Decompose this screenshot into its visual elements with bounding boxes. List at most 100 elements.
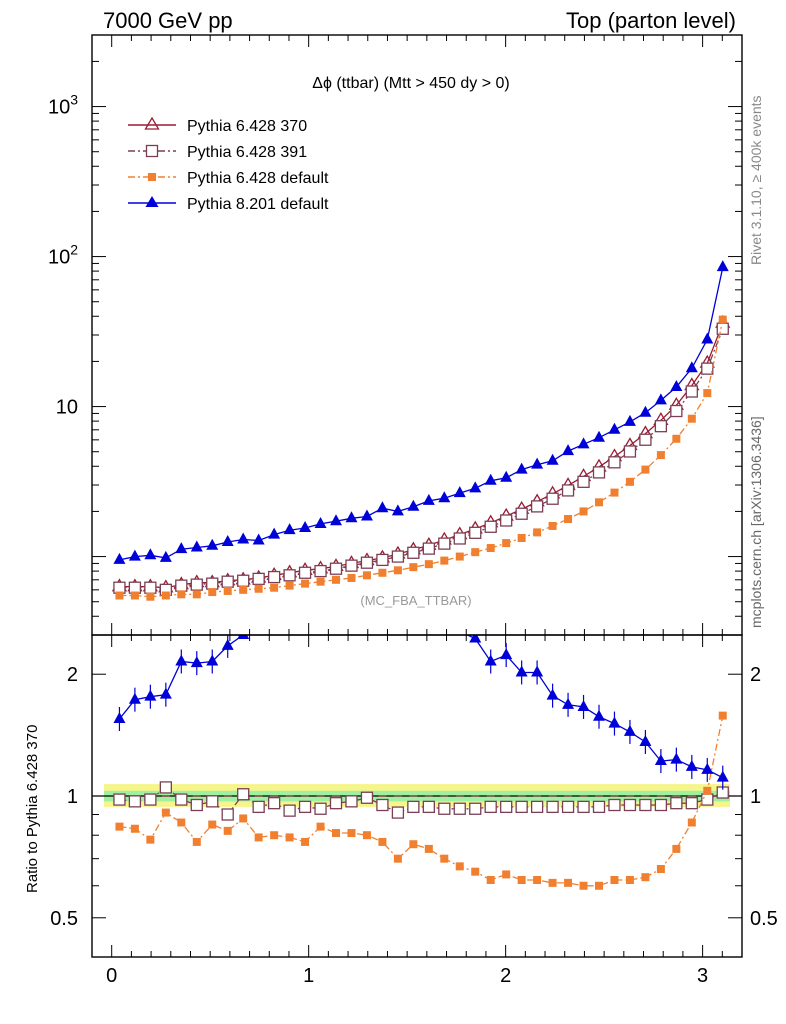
ratio-data-point [190,656,203,668]
ratio-data-point [716,770,729,782]
ratio-data-point [639,798,652,812]
main-data-point [685,361,698,373]
main-data-point [175,542,188,554]
ratio-data-point [159,781,172,794]
ratio-data-point [531,665,544,677]
ratio-data-point [424,844,433,853]
main-data-point [407,546,420,559]
main-data-point [409,563,418,572]
ratio-series [113,635,729,890]
ratio-data-point [670,797,683,810]
ratio-data-point [329,797,343,810]
ratio-data-point [595,881,603,890]
main-data-point [577,475,590,488]
ratio-plot-frame [91,634,743,958]
ratio-data-point [561,800,575,814]
main-data-point [360,509,373,521]
main-data-point [345,559,358,572]
ratio-data-point [144,689,157,701]
ratio-data-point [283,804,296,817]
main-data-point [252,572,265,586]
ratio-series-0 [113,781,729,821]
ratio-data-point [672,844,681,853]
main-data-point [701,332,714,344]
ratio-data-point [362,831,371,840]
main-series-line [119,322,724,589]
main-data-point [530,500,544,513]
ratio-data-point [718,711,727,720]
ratio-data-point [515,665,528,677]
main-data-point [237,532,250,544]
ratio-data-point [237,635,250,639]
ratio-data-point [285,833,294,842]
main-data-point [500,470,513,482]
main-data-point [332,575,341,584]
ratio-data-point [347,829,356,838]
ratio-data-point [409,840,418,849]
main-data-point [654,420,668,433]
ratio-data-point [206,654,219,666]
ratio-data-point [146,835,155,844]
rivet-version-label: Rivet 3.1.10, ≥ 400k events [748,95,764,265]
main-data-point [192,590,201,599]
main-data-point [639,433,652,446]
ratio-data-point [685,759,698,771]
plot-title: Δϕ (ttbar) (Mtt > 450 dy > 0) [312,75,510,92]
ratio-y-tick-label: 1 [67,786,78,808]
ratio-data-point [391,806,405,819]
main-data-point [223,586,232,595]
main-data-point [595,498,603,507]
main-data-point [329,562,343,575]
ratio-data-point [515,800,528,814]
ratio-data-point [301,837,310,846]
ratio-data-point [221,638,234,650]
ratio-data-point [128,692,141,704]
ratio-data-point [564,878,573,887]
main-data-point [718,315,727,324]
ratio-data-point [177,818,186,827]
main-data-point [656,451,665,460]
ratio-data-point [175,654,188,666]
ratio-data-point [378,837,387,846]
main-series-line [119,267,724,561]
main-data-point [208,588,217,597]
ratio-data-point [517,875,526,884]
main-data-point [546,453,559,465]
main-data-point [422,493,435,505]
header-right: Top (parton level) [566,8,736,33]
main-data-point [625,477,634,486]
ratio-data-point [608,798,621,812]
main-data-point [113,552,126,564]
ratio-data-point [113,711,126,723]
ratio-data-point [548,878,557,887]
main-data-point [455,552,464,561]
ratio-data-point [577,800,590,814]
ratio-data-point [208,820,217,829]
main-data-point [440,556,449,565]
ratio-data-point [159,687,172,699]
main-data-point [703,389,712,398]
ratio-data-point [239,814,248,823]
main-data-point [579,507,588,516]
ratio-data-point [562,697,575,709]
main-data-point [130,591,139,600]
main-data-point [316,577,325,586]
ratio-data-point [128,795,142,808]
main-data-point [177,590,186,599]
main-data-point [376,501,389,513]
main-data-point [285,581,294,590]
main-data-point [254,584,263,593]
main-data-point [453,532,466,545]
main-data-point [533,528,542,537]
x-tick-label: 0 [106,965,117,987]
ratio-data-point [130,824,139,833]
main-data-point [360,556,374,569]
ratio-data-point [455,862,464,871]
main-data-point [299,521,312,533]
ratio-data-point [453,802,466,815]
legend-label-p6-370: Pythia 6.428 370 [187,118,307,135]
main-data-point [190,540,203,552]
ratio-y-tick-label-right: 0.5 [750,908,778,930]
main-series [111,260,731,601]
main-data-point [268,527,281,539]
